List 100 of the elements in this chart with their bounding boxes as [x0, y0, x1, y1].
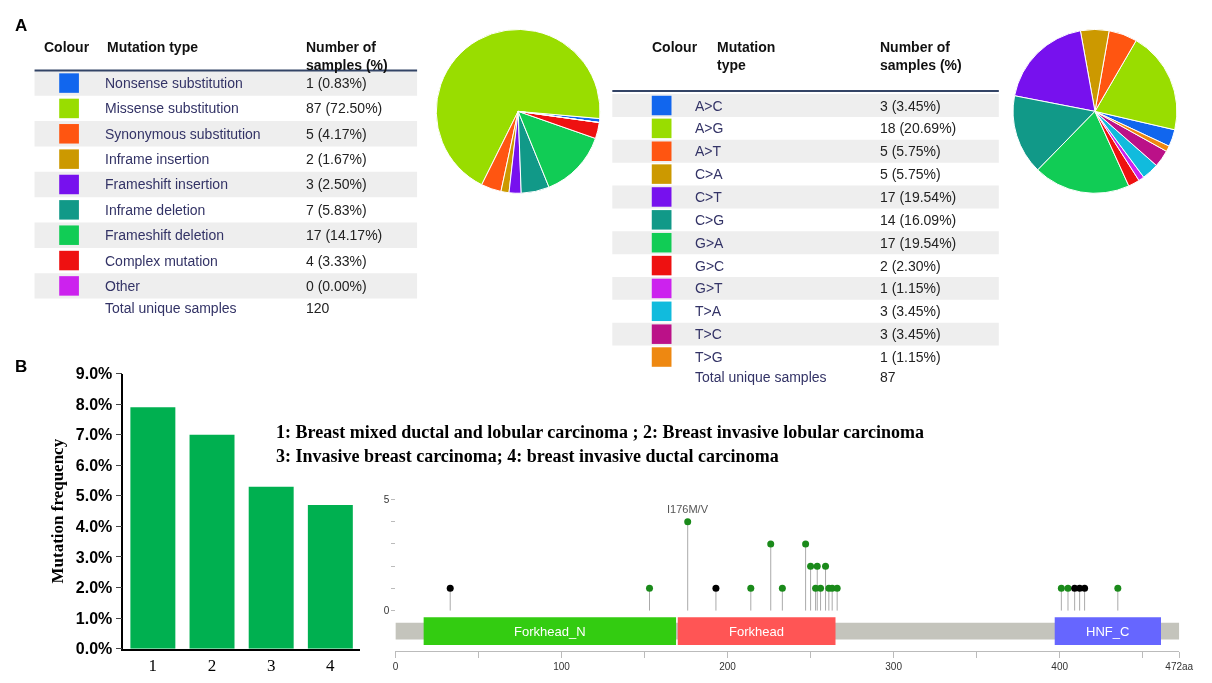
y-tick-label: 8.0% [75, 395, 113, 413]
data-label: 5 (5.75%) [880, 166, 941, 182]
x-tick-label: 472aa [1165, 660, 1194, 672]
point [712, 584, 720, 592]
point [1114, 584, 1122, 592]
point [1064, 584, 1072, 592]
legend-label: Synonymous substitution [105, 126, 261, 142]
band-label: Forkhead_N [514, 624, 586, 639]
x-tick-label: 400 [1051, 660, 1069, 672]
annotation: 3: Invasive breast carcinoma; 4: breast invasive ductal carcinoma [276, 446, 779, 466]
data-label: 1 (1.15%) [880, 349, 941, 365]
legend-label: A>T [695, 143, 722, 159]
bar [307, 505, 353, 649]
text: A [15, 16, 28, 35]
y-tick-label: 5.0% [75, 487, 113, 505]
legend-label: G>A [695, 235, 725, 251]
point [817, 584, 825, 592]
point [446, 584, 454, 592]
y-tick-label: 3.0% [75, 548, 113, 566]
legend-label: Missense substitution [105, 100, 239, 116]
legend-label: C>G [695, 212, 725, 228]
point [833, 584, 841, 592]
data-label: 87 (72.50%) [306, 100, 383, 116]
legend-label: C>T [695, 189, 723, 205]
text: Colour [44, 39, 90, 55]
data-label: 3 (2.50%) [306, 176, 367, 192]
legend-label: Nonsense substitution [105, 75, 243, 91]
data-label: 1 (0.83%) [306, 75, 367, 91]
y-tick-label: 9.0% [75, 365, 113, 383]
legend-label: Other [105, 278, 141, 294]
x-tick-label: 100 [553, 660, 571, 672]
y-tick-label: 2.0% [75, 579, 113, 597]
point [778, 584, 786, 592]
text: Mutation type [717, 39, 776, 74]
point [813, 562, 821, 570]
bar [130, 407, 176, 649]
legend-label: G>T [695, 280, 724, 296]
bar [189, 434, 235, 649]
y-tick-label: 1.0% [75, 609, 113, 627]
data-label: 18 (20.69%) [880, 120, 957, 136]
legend-label: T>A [695, 303, 722, 319]
band-label: Forkhead [729, 624, 784, 639]
point [802, 540, 810, 548]
data-label: 14 (16.09%) [880, 212, 957, 228]
point [646, 584, 654, 592]
x-tick-label: 1 [148, 655, 158, 675]
annotation: I176M/V [667, 503, 709, 515]
legend-label: T>G [695, 349, 723, 365]
point [807, 562, 815, 570]
point [747, 584, 755, 592]
legend-label: Complex mutation [105, 253, 218, 269]
data-label: 3 (3.45%) [880, 326, 941, 342]
legend-label: T>C [695, 326, 722, 342]
point [767, 540, 775, 548]
y-tick-label: 4.0% [75, 518, 113, 536]
data-label: 3 (3.45%) [880, 303, 941, 319]
data-label: 7 (5.83%) [306, 202, 367, 218]
data-label: 17 (19.54%) [880, 235, 957, 251]
text: Colour [652, 39, 698, 55]
point [822, 562, 830, 570]
text: Total unique samples [695, 369, 827, 385]
bar [248, 486, 294, 649]
legend-label: A>G [695, 120, 724, 136]
data-label: 5 (4.17%) [306, 126, 367, 142]
legend-label: Inframe insertion [105, 151, 210, 167]
x-tick-label: 3 [266, 655, 276, 675]
annotation: 1: Breast mixed ductal and lobular carcinoma ; 2: Breast invasive lobular carcinoma [276, 422, 924, 442]
x-tick-label: 300 [885, 660, 903, 672]
legend-label: G>C [695, 258, 725, 274]
legend-label: Frameshift deletion [105, 227, 225, 243]
y-tick-label: 6.0% [75, 456, 113, 474]
x-tick-label: 2 [207, 655, 217, 675]
data-label: 2 (2.30%) [880, 258, 941, 274]
data-label: 5 (5.75%) [880, 143, 941, 159]
band-label: HNF_C [1086, 624, 1130, 639]
y-tick-label: 0.0% [75, 640, 113, 658]
legend-label: Frameshift insertion [105, 176, 228, 192]
x-tick-label: 200 [719, 660, 737, 672]
data-label: 17 (19.54%) [880, 189, 957, 205]
text: 0 (0.00%) [306, 278, 367, 294]
legend-label: A>C [695, 98, 723, 114]
y-tick-label: 5 [383, 493, 390, 505]
legend-label: Inframe deletion [105, 202, 206, 218]
x-tick-label: 0 [392, 660, 399, 672]
point [1081, 584, 1089, 592]
y-axis-title: Mutation frequency [47, 438, 67, 584]
text: Number of samples (%) [880, 39, 962, 74]
data-label: 3 (3.45%) [880, 98, 941, 114]
data-label: 4 (3.33%) [306, 253, 367, 269]
text: Total unique samples [105, 300, 237, 316]
data-label: 2 (1.67%) [306, 151, 367, 167]
text: 87 [880, 369, 896, 385]
text: 120 [306, 300, 330, 316]
data-label: 1 (1.15%) [880, 280, 941, 296]
y-tick-label: 7.0% [75, 426, 113, 444]
point [684, 518, 692, 526]
point [1057, 584, 1065, 592]
text: B [15, 357, 28, 376]
legend-label: C>A [695, 166, 724, 182]
data-label: 17 (14.17%) [306, 227, 383, 243]
